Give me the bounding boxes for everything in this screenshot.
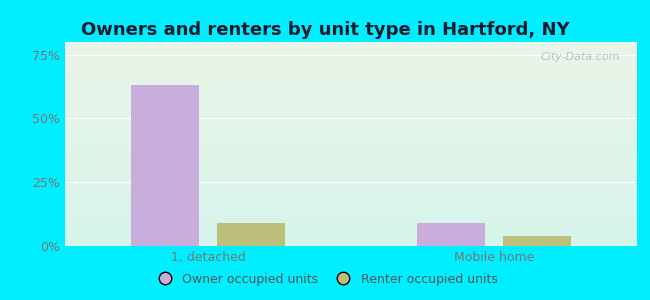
Text: Owners and renters by unit type in Hartford, NY: Owners and renters by unit type in Hartf… — [81, 21, 569, 39]
Text: City-Data.com: City-Data.com — [540, 52, 620, 62]
Bar — [417, 223, 486, 246]
Bar — [131, 85, 200, 246]
Legend: Owner occupied units, Renter occupied units: Owner occupied units, Renter occupied un… — [148, 268, 502, 291]
Bar — [502, 236, 571, 246]
Bar — [216, 223, 285, 246]
